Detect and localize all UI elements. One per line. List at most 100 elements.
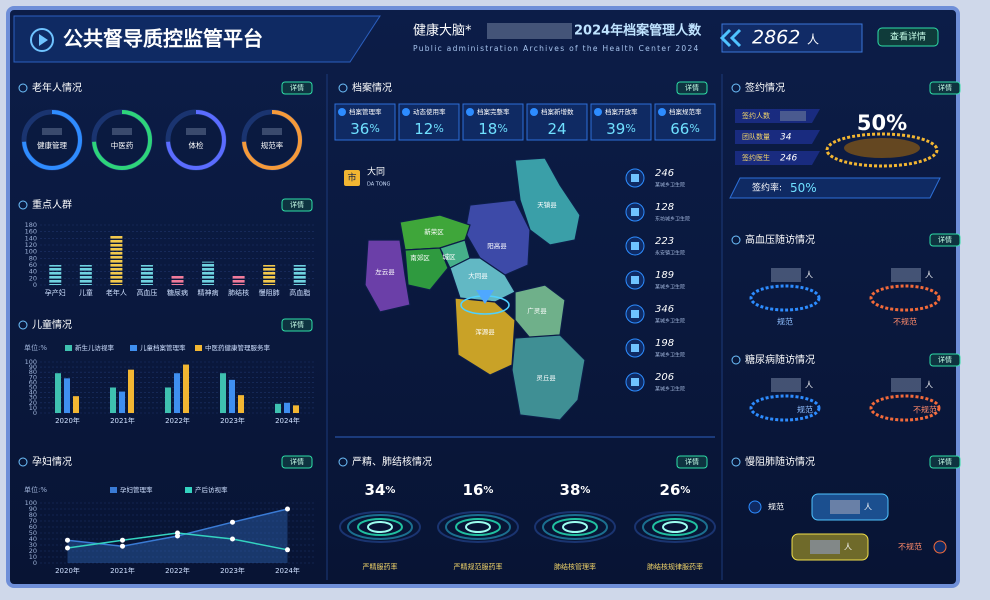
city-pinyin: DA TONG [367, 182, 391, 188]
details-button[interactable] [929, 233, 961, 247]
bar [263, 265, 276, 285]
details-button[interactable] [929, 353, 961, 367]
sign-rate-unit: % [886, 111, 907, 135]
facility-value: 206 [655, 372, 674, 383]
y-tick-label: 90 [29, 363, 37, 371]
details-button[interactable] [676, 81, 708, 95]
panel-icon [731, 83, 741, 93]
details-button[interactable] [281, 81, 313, 95]
follow-label: 规范 [768, 502, 784, 512]
bar [55, 373, 61, 413]
facility-value: 198 [655, 338, 674, 349]
stat-number: 12 [414, 120, 433, 138]
legend-label: 中医药健康管理服务率 [205, 343, 271, 352]
stat-value: 66% [670, 120, 700, 138]
x-tick-label: 2023年 [220, 566, 245, 575]
details-button[interactable] [929, 455, 961, 469]
gauge-disc [634, 511, 716, 543]
stat-unit: % [689, 122, 699, 135]
gauge-disc [445, 514, 511, 540]
x-tick-label: 2020年 [55, 416, 80, 425]
y-tick-label: 140 [25, 234, 37, 242]
rate-label: 签约率: [752, 182, 782, 194]
bar [171, 275, 184, 285]
details-button[interactable] [281, 318, 313, 332]
gauge-disc [652, 518, 698, 536]
ring [242, 110, 302, 170]
district-label: 灵丘县 [536, 373, 556, 382]
stat-icon [338, 108, 346, 116]
facility-label: 永安镇卫生院 [655, 250, 685, 257]
details-label[interactable]: 详情 [290, 83, 304, 92]
details-button[interactable] [929, 81, 961, 95]
gauge-number: 34 [365, 481, 386, 499]
legend-swatch [130, 345, 137, 351]
facility-glyph [631, 174, 639, 182]
district [514, 157, 581, 246]
details-label[interactable]: 详情 [290, 200, 304, 209]
details-label[interactable]: 详情 [685, 457, 699, 466]
facility-value: 223 [655, 236, 674, 247]
bar [220, 373, 226, 413]
view-details-label[interactable]: 查看详情 [890, 31, 926, 43]
facility-value: 128 [655, 202, 674, 213]
details-button[interactable] [676, 455, 708, 469]
details-button[interactable] [281, 198, 313, 212]
legend-swatch [110, 487, 117, 493]
stat-label: 档案管理率 [349, 107, 382, 116]
stat-number: 24 [547, 120, 566, 138]
view-details-button[interactable] [877, 27, 939, 47]
gauge-disc [339, 511, 421, 543]
district-label: 广灵县 [527, 306, 547, 315]
x-tick-label: 2021年 [110, 416, 135, 425]
rate-value: 50% [790, 181, 817, 195]
facility-label: 某城乡卫生院 [655, 318, 685, 325]
city-name: 大同 [367, 166, 385, 178]
gauge-disc [552, 518, 598, 536]
gauge-number: 38 [560, 481, 581, 499]
gauge-unit: % [580, 485, 590, 496]
facility-glyph [631, 208, 639, 216]
stat-unit: % [497, 122, 507, 135]
legend-swatch [185, 487, 192, 493]
x-tick-label: 精神病 [198, 288, 219, 297]
y-tick-label: 80 [29, 511, 37, 519]
details-label[interactable]: 详情 [290, 320, 304, 329]
redacted [780, 111, 806, 121]
y-tick-label: 0 [33, 281, 37, 289]
district [511, 334, 586, 421]
details-label[interactable]: 详情 [938, 83, 952, 92]
details-label[interactable]: 详情 [685, 83, 699, 92]
facility-label: 某城乡卫生院 [655, 284, 685, 291]
x-tick-label: 肺结核 [228, 288, 249, 297]
details-label[interactable]: 详情 [938, 235, 952, 244]
y-tick-label: 120 [25, 241, 37, 249]
details-label[interactable]: 详情 [938, 355, 952, 364]
details-button[interactable] [281, 455, 313, 469]
details-label[interactable]: 详情 [938, 457, 952, 466]
bar [284, 402, 290, 413]
x-tick-label: 2024年 [275, 566, 300, 575]
rate-number: 50 [790, 181, 805, 195]
point [120, 537, 125, 543]
x-tick-label: 高血压 [136, 288, 157, 297]
x-tick-label: 孕产妇 [45, 288, 66, 297]
facility-glyph [631, 344, 639, 352]
facility-glyph [631, 310, 639, 318]
stat-label: 档案完整率 [477, 107, 510, 116]
bar [183, 364, 189, 413]
stat-icon [658, 108, 666, 116]
gauge-value: 26% [660, 481, 691, 499]
gauge-disc [534, 511, 616, 543]
panel-title: 糖尿病随访情况 [745, 353, 815, 366]
y-tick-label: 30 [29, 394, 37, 402]
count: 2862 [752, 27, 800, 49]
gauge-label: 肺结核管理率 [554, 562, 596, 571]
legend-label: 儿童档案管理率 [140, 343, 186, 352]
row-plate [735, 130, 820, 144]
panel-title: 高血压随访情况 [745, 233, 815, 246]
details-label[interactable]: 详情 [290, 457, 304, 466]
district-label: 浑源县 [475, 327, 495, 336]
district-label: 新荣区 [424, 227, 444, 236]
gauge-disc [455, 518, 501, 536]
